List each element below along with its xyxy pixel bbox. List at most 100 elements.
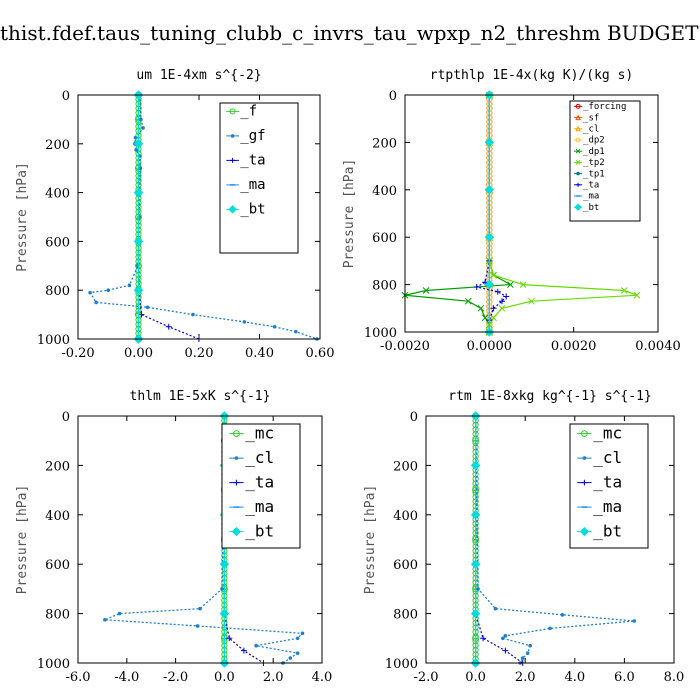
data-point <box>476 587 480 591</box>
series-line <box>89 94 318 340</box>
data-point <box>477 304 485 312</box>
data-point <box>242 320 247 324</box>
data-point <box>494 288 501 295</box>
data-point <box>138 154 142 158</box>
x-tick-label: 4.0 <box>564 670 585 685</box>
x-tick-label: 0.0 <box>465 670 486 685</box>
legend-marker <box>228 205 237 214</box>
x-tick-label: 0.0000 <box>467 339 513 354</box>
data-point <box>632 619 637 623</box>
legend-entry: _tp2 <box>583 158 605 168</box>
data-point <box>219 608 230 619</box>
y-tick-label: 200 <box>393 459 418 474</box>
x-tick-label: 2.0 <box>263 670 284 685</box>
data-point <box>226 635 233 642</box>
legend-marker <box>230 134 235 138</box>
legend-marker <box>575 114 581 121</box>
data-point <box>138 166 143 170</box>
data-point <box>254 643 258 648</box>
legend-marker <box>575 103 581 109</box>
data-point <box>272 325 277 329</box>
data-point <box>503 293 510 300</box>
y-tick-label: 400 <box>393 509 418 524</box>
legend-entry: _ta <box>240 153 265 169</box>
data-point <box>220 587 224 591</box>
data-point <box>295 651 300 655</box>
data-point <box>490 305 497 312</box>
legend-marker <box>581 479 588 486</box>
legend-marker <box>576 182 581 187</box>
data-point <box>484 279 495 290</box>
data-point <box>134 148 138 152</box>
series-line <box>475 95 508 332</box>
data-point <box>502 647 509 654</box>
data-point <box>501 636 505 641</box>
legend-marker <box>574 203 582 211</box>
y-tick-label: 1000 <box>385 657 418 672</box>
data-point <box>484 137 495 148</box>
series-bt <box>470 411 481 668</box>
x-tick-label: 2.0 <box>515 670 536 685</box>
legend-entry: _sf <box>583 113 599 123</box>
y-tick-label: 200 <box>45 459 70 474</box>
y-tick-label: 1000 <box>37 333 70 348</box>
legend-box <box>219 102 299 254</box>
legend-entry: _ta <box>245 472 274 491</box>
data-point <box>470 510 481 520</box>
legend-marker <box>229 108 236 115</box>
data-point <box>422 287 430 294</box>
legend-entry: _bt <box>245 521 274 540</box>
series-line <box>475 416 524 664</box>
x-tick-label: 0.60 <box>306 346 335 361</box>
data-point <box>484 232 495 242</box>
data-point <box>507 281 514 288</box>
plot-frame <box>425 415 675 664</box>
series-ta <box>472 413 526 666</box>
data-point <box>141 126 145 130</box>
y-tick-label: 800 <box>372 279 397 294</box>
data-point <box>473 283 480 290</box>
data-point <box>548 626 552 631</box>
data-point <box>240 647 247 654</box>
legend-entry: _dp2 <box>583 136 605 146</box>
x-tick-label: 0.0 <box>214 670 235 685</box>
plot-frame <box>77 415 323 664</box>
data-point <box>528 643 532 648</box>
legend: _mc _cl _ta _ma _bt <box>221 423 301 549</box>
data-point <box>470 608 481 619</box>
data-point <box>498 304 506 312</box>
panels: um 1E-4xm s^{-2}Pressure [hPa]-0.20 0.00 0… <box>15 68 684 685</box>
y-tick-label: 200 <box>45 138 70 153</box>
y-axis-label: Pressure [hPa] <box>15 485 30 595</box>
data-point <box>519 281 527 288</box>
legend-entry: _cl <box>593 448 622 467</box>
data-point <box>498 298 505 305</box>
data-point <box>300 631 305 636</box>
legend-entry: _ma <box>240 177 265 193</box>
series-line <box>137 95 200 340</box>
figure-suptitle: thist.fdef.taus_tuning_clubb_c_invrs_tau… <box>0 21 700 45</box>
legend-marker <box>233 430 240 437</box>
legend-marker <box>233 479 240 486</box>
legend-entry: _forcing <box>583 102 626 112</box>
chart-panel-1: um 1E-4xm s^{-2} Pressure [hPa] -0.20 0.00 0… <box>15 68 334 361</box>
legend-marker <box>230 157 236 163</box>
y-tick-label: 1000 <box>364 326 397 341</box>
y-tick-label: 600 <box>45 558 70 573</box>
legend-entry: _f <box>240 104 257 120</box>
data-point <box>145 305 150 310</box>
legend-entry: _cl <box>245 448 274 467</box>
legend-entry: _ma <box>593 497 622 516</box>
plot-frame <box>77 94 321 340</box>
legend-marker <box>576 171 580 176</box>
y-tick-label: 200 <box>372 136 397 151</box>
legend-entry: _ta <box>593 472 622 491</box>
y-axis-label: Pressure [hPa] <box>342 159 357 269</box>
data-point <box>525 651 530 655</box>
data-point <box>165 323 172 330</box>
legend: _f _gf _ta _ma _bt <box>219 102 299 254</box>
data-point <box>94 300 98 305</box>
legend-box <box>221 423 301 549</box>
series-cl <box>473 414 637 665</box>
